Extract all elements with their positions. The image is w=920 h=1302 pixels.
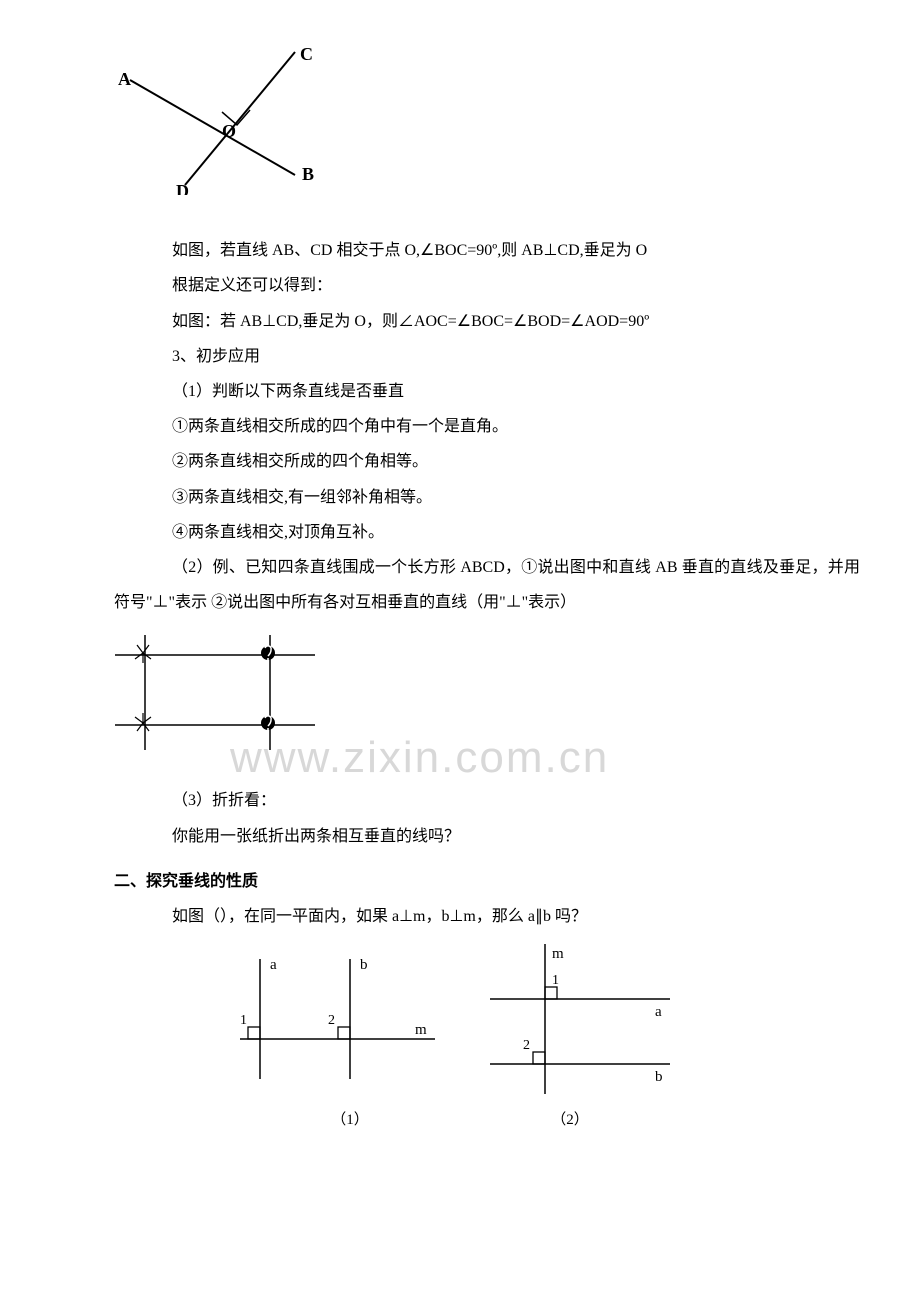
svg-text:2: 2 <box>523 1038 530 1053</box>
svg-text:a: a <box>270 957 277 973</box>
figure-label-2: （2） <box>551 1104 589 1137</box>
svg-text:D: D <box>176 181 189 195</box>
svg-text:1: 1 <box>240 1013 247 1028</box>
svg-text:C: C <box>300 44 313 64</box>
text-line-11: （3）折折看： <box>172 783 860 818</box>
figure-label-1: （1） <box>331 1104 369 1137</box>
rectangle-diagram <box>115 635 315 750</box>
text-line-7: ②两条直线相交所成的四个角相等。 <box>172 444 860 479</box>
svg-text:A: A <box>118 69 131 89</box>
svg-text:b: b <box>655 1069 663 1085</box>
text-line-1: 如图，若直线 AB、CD 相交于点 O,∠BOC=90º,则 AB⊥CD,垂足为… <box>172 233 860 268</box>
text-line-9: ④两条直线相交,对顶角互补。 <box>172 515 860 550</box>
svg-text:m: m <box>552 946 564 962</box>
text-line-4: 3、初步应用 <box>172 339 860 374</box>
svg-text:B: B <box>302 164 314 184</box>
text-line-12: 你能用一张纸折出两条相互垂直的线吗？ <box>172 819 860 854</box>
svg-text:b: b <box>360 957 368 973</box>
parallel-perpendicular-diagram: a b m 1 2 m a b 1 2 <box>240 944 680 1099</box>
svg-text:m: m <box>415 1022 427 1038</box>
text-line-2: 根据定义还可以得到： <box>172 268 860 303</box>
svg-text:O: O <box>222 121 236 141</box>
intersecting-lines-diagram: A C O B D <box>110 30 340 195</box>
text-line-13: 如图（），在同一平面内，如果 a⊥m，b⊥m，那么 a∥b 吗？ <box>172 899 860 934</box>
svg-text:2: 2 <box>328 1013 335 1028</box>
example-text: （2）例、已知四条直线围成一个长方形 ABCD，①说出图中和直线 AB 垂直的直… <box>114 550 860 620</box>
text-line-8: ③两条直线相交,有一组邻补角相等。 <box>172 480 860 515</box>
svg-text:1: 1 <box>552 973 559 988</box>
section-2-header: 二、探究垂线的性质 <box>114 864 860 899</box>
text-line-3: 如图：若 AB⊥CD,垂足为 O，则∠AOC=∠BOC=∠BOD=∠AOD=90… <box>172 304 860 339</box>
svg-text:a: a <box>655 1004 662 1020</box>
text-line-5: （1）判断以下两条直线是否垂直 <box>172 374 860 409</box>
figure-3-labels: （1） （2） <box>240 1104 680 1137</box>
text-line-6: ①两条直线相交所成的四个角中有一个是直角。 <box>172 409 860 444</box>
